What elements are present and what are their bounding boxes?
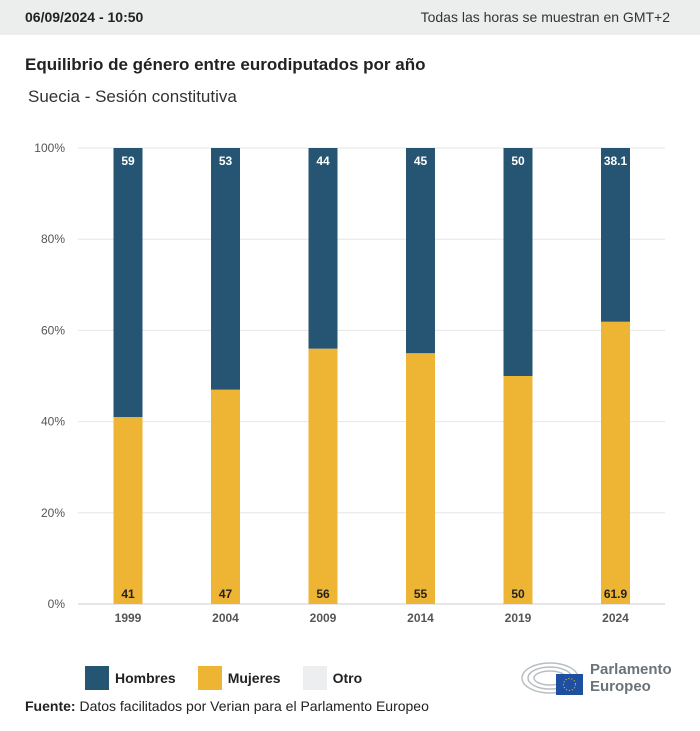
y-tick-label: 20%	[41, 506, 65, 520]
bar-mujeres	[406, 353, 435, 604]
source-text: Datos facilitados por Verian para el Par…	[79, 698, 429, 714]
top-bar: 06/09/2024 - 10:50 Todas las horas se mu…	[0, 0, 700, 35]
legend: Hombres Mujeres Otro	[85, 666, 384, 690]
bar-mujeres	[113, 417, 143, 604]
bar-mujeres	[211, 389, 240, 604]
legend-item-mujeres[interactable]: Mujeres	[197, 666, 281, 690]
data-label: 50	[511, 587, 525, 601]
y-tick-label: 60%	[41, 323, 65, 337]
data-label: 44	[316, 154, 330, 168]
x-tick-label: 2009	[310, 611, 337, 625]
legend-label: Mujeres	[227, 670, 281, 686]
bar-hombres	[113, 148, 143, 418]
legend-item-hombres[interactable]: Hombres	[85, 666, 176, 690]
bar-hombres	[308, 148, 338, 349]
data-label: 38.1	[604, 154, 628, 168]
chart-subtitle: Suecia - Sesión constitutiva	[28, 87, 237, 106]
x-tick-label: 2019	[505, 611, 532, 625]
x-tick-label: 1999	[115, 611, 142, 625]
chart-title: Equilibrio de género entre eurodiputados…	[25, 55, 426, 74]
x-tick-label: 2014	[407, 611, 434, 625]
data-label: 56	[316, 587, 330, 601]
x-tick-label: 2024	[602, 611, 629, 625]
data-label: 41	[121, 587, 135, 601]
bar-hombres	[211, 148, 240, 390]
data-label: 61.9	[604, 587, 628, 601]
bar-hombres	[406, 148, 435, 354]
parliament-logo: Parlamento Europeo	[520, 660, 672, 696]
logo-text-1: Parlamento	[590, 661, 672, 678]
legend-label: Hombres	[115, 670, 176, 686]
bar-mujeres	[601, 321, 630, 604]
y-tick-label: 100%	[34, 141, 65, 155]
legend-swatch	[302, 666, 327, 690]
data-label: 59	[121, 154, 135, 168]
y-tick-label: 80%	[41, 232, 65, 246]
logo-text-2: Europeo	[590, 678, 651, 695]
legend-label: Otro	[332, 670, 363, 686]
timezone-note: Todas las horas se muestran en GMT+2	[420, 9, 670, 25]
legend-swatch	[85, 666, 109, 690]
x-tick-label: 2004	[212, 611, 239, 625]
bar-mujeres	[308, 348, 338, 604]
legend-item-otro[interactable]: Otro	[302, 666, 363, 690]
bar-hombres	[601, 148, 630, 322]
bar-hombres	[503, 148, 533, 376]
data-label: 45	[414, 154, 428, 168]
data-label: 53	[219, 154, 233, 168]
parliament-logo-icon	[521, 662, 583, 695]
data-label: 55	[414, 587, 428, 601]
data-label: 47	[219, 587, 233, 601]
y-tick-label: 40%	[41, 415, 65, 429]
source-note: Fuente: Datos facilitados por Verian par…	[25, 698, 429, 714]
timestamp: 06/09/2024 - 10:50	[25, 9, 144, 25]
source-label: Fuente:	[25, 698, 76, 714]
legend-swatch	[197, 666, 222, 690]
data-label: 50	[511, 154, 525, 168]
bar-mujeres	[503, 376, 533, 604]
y-tick-label: 0%	[48, 597, 66, 611]
